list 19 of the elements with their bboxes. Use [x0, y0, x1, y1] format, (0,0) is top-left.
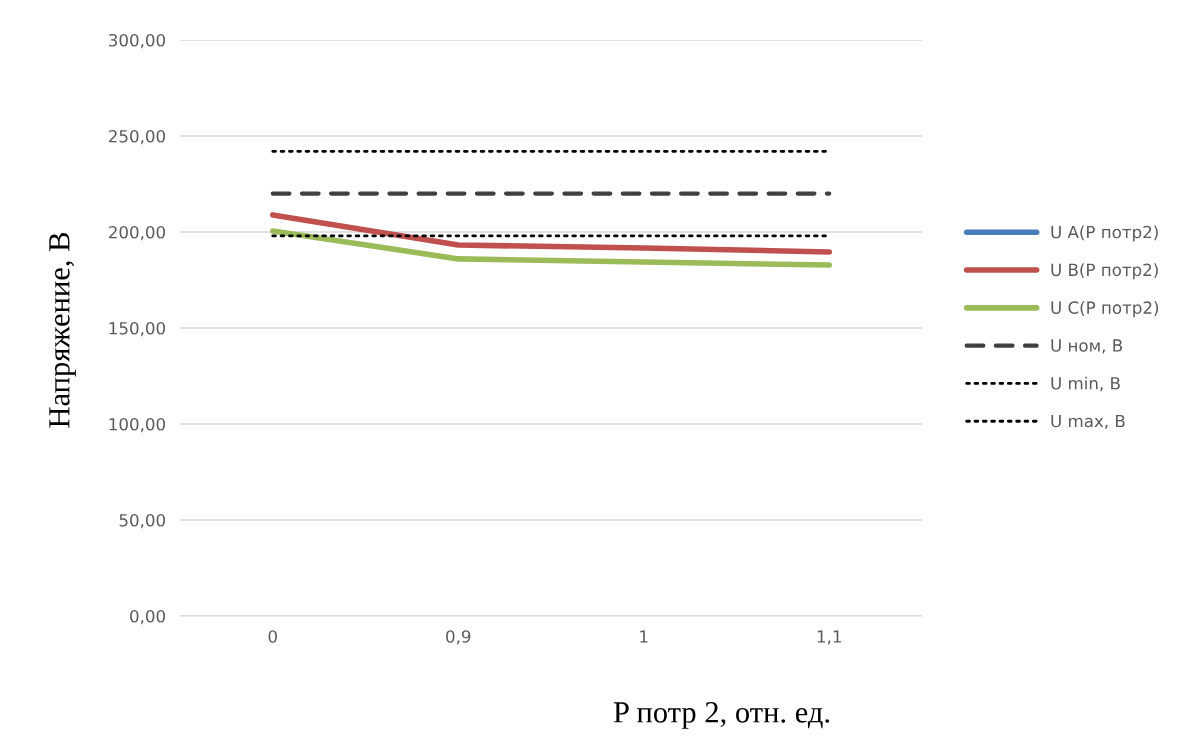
y-tick-label: 200,00 — [109, 225, 165, 241]
y-tick-label: 150,00 — [109, 321, 165, 337]
y-tick-label: 250,00 — [109, 129, 165, 145]
x-tick-label: 0,9 — [446, 630, 471, 645]
legend-label: U A(P потр2) — [1051, 225, 1158, 242]
x-axis-title: P потр 2, отн. ед. — [613, 702, 830, 729]
y-tick-label: 100,00 — [109, 417, 165, 433]
x-tick-label: 1 — [640, 630, 648, 643]
y-axis-title: Напряжение, В — [49, 232, 76, 428]
y-tick-label: 300,00 — [109, 33, 165, 49]
x-tick-label: 1,1 — [817, 630, 841, 645]
legend-label: U B(P потр2) — [1051, 263, 1158, 280]
legend-label: U min, В — [1051, 376, 1120, 392]
legend-label: U ном, В — [1051, 339, 1123, 354]
legend-label: U C(P потр2) — [1051, 301, 1159, 318]
y-tick-label: 50,00 — [119, 513, 165, 529]
y-tick-label: 0,00 — [130, 609, 165, 625]
legend-label: U max, В — [1051, 414, 1125, 430]
x-tick-label: 0 — [268, 630, 277, 643]
